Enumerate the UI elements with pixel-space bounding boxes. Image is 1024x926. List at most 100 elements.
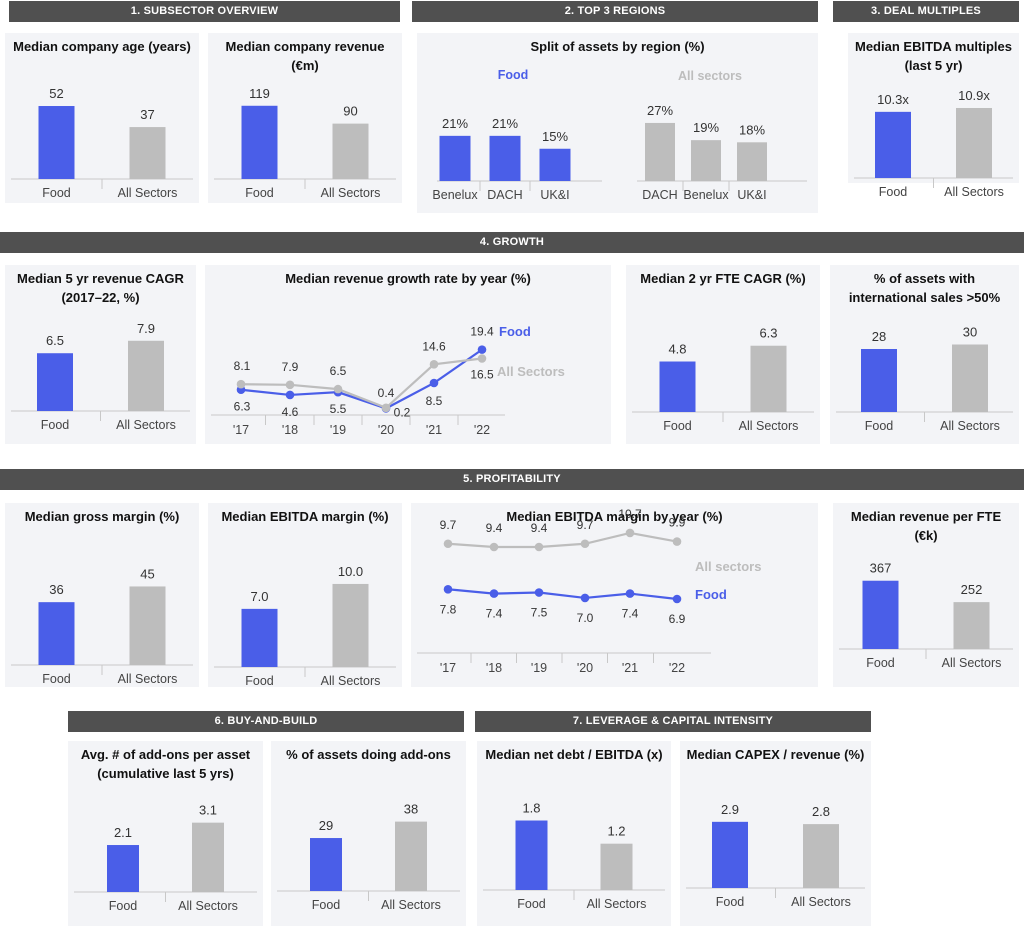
category-label: All Sectors xyxy=(944,185,1004,199)
chart-svg: 10.3x Food 10.9x All Sectors xyxy=(854,88,1013,199)
category-label: Food xyxy=(879,185,908,199)
category-label: UK&I xyxy=(737,188,766,202)
chart-panel-revenue-cagr: Median 5 yr revenue CAGR (2017–22, %) 6.5… xyxy=(5,265,196,444)
category-label: All Sectors xyxy=(942,656,1002,670)
bar-all-sectors xyxy=(803,824,839,888)
chart-panel-revenue-growth-by-year: Median revenue growth rate by year (%) '1… xyxy=(205,265,611,444)
category-label: All Sectors xyxy=(940,419,1000,433)
bar-all-sectors xyxy=(395,821,427,891)
data-point xyxy=(477,345,487,354)
bar-all-sectors xyxy=(332,123,369,179)
data-label: 10.9x xyxy=(958,88,990,103)
chart-svg: 29 Food 38 All Sectors xyxy=(277,802,460,912)
chart-title: Median net debt / EBITDA (x) xyxy=(485,747,663,762)
bar-food xyxy=(875,111,911,178)
chart-title: Median EBITDA multiples (last 5 yr) xyxy=(855,39,1012,73)
category-label: Food xyxy=(109,899,138,913)
x-tick-label: '18 xyxy=(282,423,298,437)
chart-panel-company-age: Median company age (years) 52 Food 37 All Se… xyxy=(5,33,199,203)
data-label: 7.0 xyxy=(250,589,268,604)
bar-food xyxy=(862,580,899,649)
data-label: 27% xyxy=(647,103,673,118)
section-header: 1. SUBSECTOR OVERVIEW xyxy=(9,1,400,22)
bar-all-sectors xyxy=(128,340,164,411)
bar xyxy=(645,122,675,181)
chart-panel-net-debt-ebitda: Median net debt / EBITDA (x) 1.8 Food 1.2 Al… xyxy=(477,741,671,926)
bar xyxy=(439,135,471,181)
data-point xyxy=(429,360,439,369)
category-label: Food xyxy=(716,895,745,909)
category-label: UK&I xyxy=(540,188,569,202)
category-label: All Sectors xyxy=(587,897,647,911)
data-point xyxy=(672,537,682,546)
series-line xyxy=(240,357,483,410)
chart-title: Median revenue growth rate by year (%) xyxy=(285,271,531,286)
category-label: All Sectors xyxy=(321,674,381,688)
category-label: Food xyxy=(866,656,895,670)
chart-panel-capex-revenue: Median CAPEX / revenue (%) 2.9 Food 2.8 All … xyxy=(680,741,871,926)
x-tick-label: '17 xyxy=(233,423,249,437)
series-name: All sectors xyxy=(678,69,742,83)
x-tick-label: '22 xyxy=(474,423,490,437)
bar-all-sectors xyxy=(129,127,166,179)
data-label: 7.4 xyxy=(622,607,639,621)
category-label: Benelux xyxy=(683,188,729,202)
series-name: Food xyxy=(695,587,727,602)
bar-all-sectors xyxy=(750,345,787,412)
chart-svg: 4.8 Food 6.3 All Sectors xyxy=(632,326,814,433)
series-name: Food xyxy=(498,68,529,82)
bar xyxy=(691,140,721,181)
chart-panel-company-revenue: Median company revenue (€m) 119 Food 90 All … xyxy=(208,33,402,203)
data-point xyxy=(489,542,499,552)
chart-title: Median 5 yr revenue CAGR (2017–22, %) xyxy=(17,271,184,305)
category-label: Food xyxy=(245,674,274,688)
data-point xyxy=(580,593,590,603)
data-label: 6.3 xyxy=(759,326,777,341)
chart-panel-intl-sales: % of assets with international sales >50… xyxy=(830,265,1019,444)
bar-food xyxy=(310,838,342,891)
chart-svg: '17 '18 '19 '20 '21 '22 6.3 4.6 5.5 0.2 8.5 19.4 Foo… xyxy=(211,324,565,437)
category-label: Food xyxy=(42,186,71,200)
section-header: 5. PROFITABILITY xyxy=(0,469,1024,490)
data-label: 252 xyxy=(961,582,983,597)
data-point xyxy=(443,539,453,549)
x-tick-label: '17 xyxy=(440,661,456,675)
chart-panel-add-ons-per-asset: Avg. # of add-ons per asset (cumulative … xyxy=(68,741,263,926)
chart-svg: 7.0 Food 10.0 All Sectors xyxy=(214,564,396,688)
data-label: 30 xyxy=(963,325,977,340)
data-point xyxy=(236,379,246,389)
category-label: All Sectors xyxy=(321,186,381,200)
bar-food xyxy=(515,820,548,890)
data-label: 2.9 xyxy=(721,802,739,817)
x-tick-label: '19 xyxy=(330,423,346,437)
chart-svg: 2.1 Food 3.1 All Sectors xyxy=(74,803,257,913)
chart-title: % of assets doing add-ons xyxy=(286,747,451,762)
data-point xyxy=(477,354,487,363)
chart-panel-assets-doing-addons: % of assets doing add-ons 29 Food 38 All Sec… xyxy=(271,741,466,926)
data-point xyxy=(443,584,453,594)
category-label: Food xyxy=(41,418,70,432)
bar-food xyxy=(241,105,278,179)
category-label: Food xyxy=(517,897,546,911)
data-label: 7.5 xyxy=(531,606,548,620)
data-label: 7.0 xyxy=(577,611,594,625)
data-label: 3.1 xyxy=(199,803,217,818)
category-label: DACH xyxy=(642,188,677,202)
category-label: Food xyxy=(42,672,71,686)
data-label: 0.4 xyxy=(378,386,395,400)
data-label: 9.7 xyxy=(440,518,457,532)
chart-title: Median CAPEX / revenue (%) xyxy=(686,747,865,762)
chart-panel-fte-cagr: Median 2 yr FTE CAGR (%) 4.8 Food 6.3 All Se… xyxy=(626,265,820,444)
section-header: 4. GROWTH xyxy=(0,232,1024,253)
data-label: 19% xyxy=(693,120,719,135)
data-point xyxy=(381,403,391,413)
chart-title: Median EBITDA margin (%) xyxy=(221,509,389,524)
chart-svg: '17 '18 '19 '20 '21 '22 9.7 9.4 9.4 9.7 10.7 9.9 All… xyxy=(417,507,761,675)
data-label: 5.5 xyxy=(330,402,347,416)
x-tick-label: '18 xyxy=(486,661,502,675)
data-label: 6.5 xyxy=(46,333,64,348)
data-point xyxy=(625,528,635,538)
data-label: 21% xyxy=(442,116,468,131)
data-label: 10.0 xyxy=(338,564,363,579)
chart-title: Avg. # of add-ons per asset (cumulative … xyxy=(80,747,251,781)
